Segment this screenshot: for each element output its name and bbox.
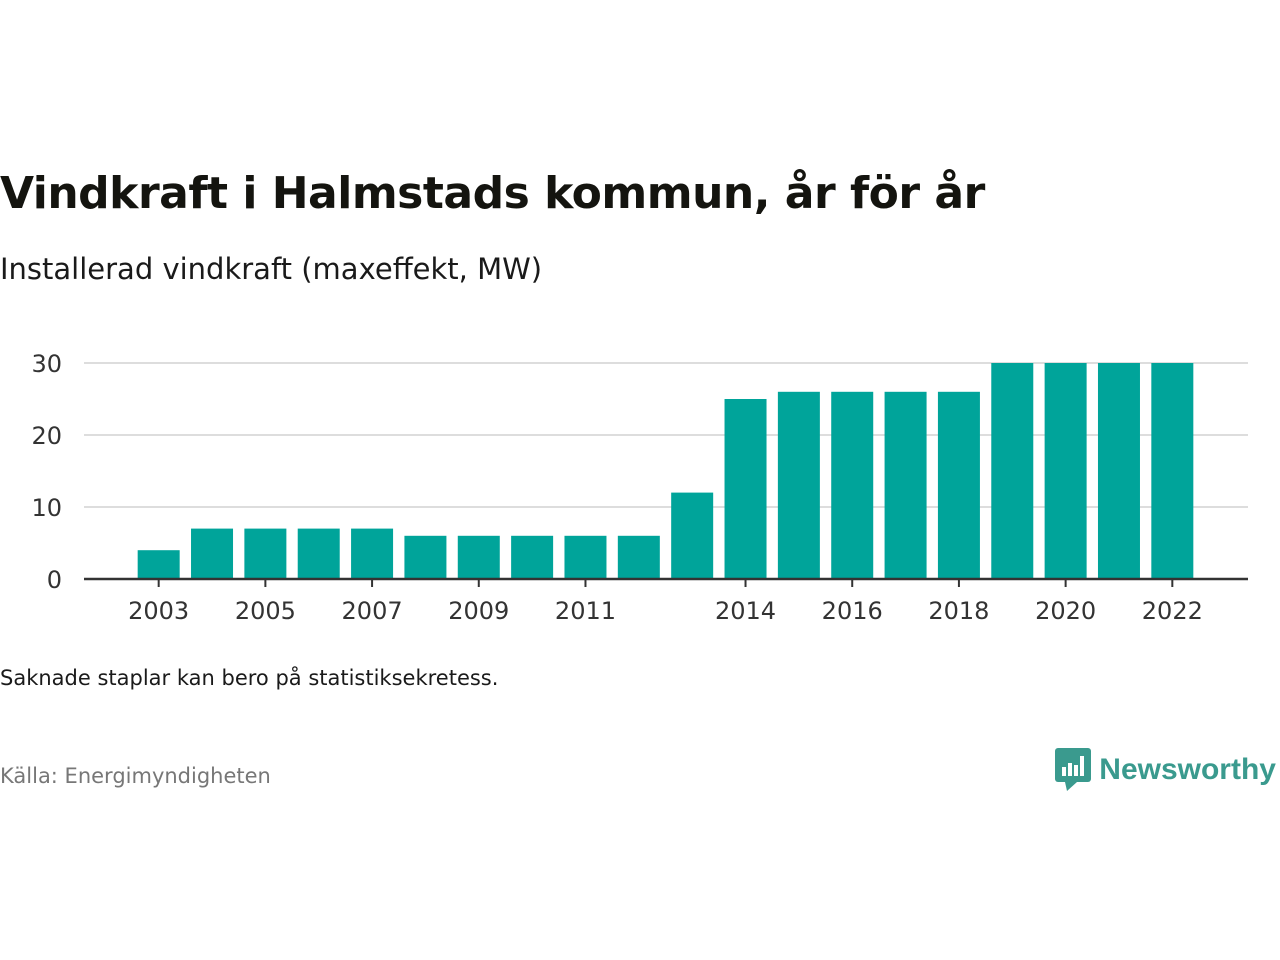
bar-2017 bbox=[884, 391, 927, 579]
x-tick-label: 2014 bbox=[715, 597, 776, 625]
bar-2010 bbox=[511, 535, 554, 579]
y-tick-label: 0 bbox=[47, 566, 62, 594]
bar-2007 bbox=[351, 528, 394, 579]
footnote: Saknade staplar kan bero på statistiksek… bbox=[0, 666, 499, 690]
y-tick-label: 30 bbox=[31, 350, 62, 378]
y-tick-label: 10 bbox=[31, 494, 62, 522]
bar-2013 bbox=[671, 492, 714, 579]
bar-2004 bbox=[191, 528, 234, 579]
bar-2016 bbox=[831, 391, 874, 579]
bar-chart: 0 10 20 30 2003 2005 2007 2009 2011 2014 2016 2018 2… bbox=[31, 350, 1248, 625]
source-text: Källa: Energimyndigheten bbox=[0, 764, 271, 788]
bars bbox=[137, 363, 1194, 579]
x-tick-label: 2003 bbox=[128, 597, 189, 625]
y-tick-label: 20 bbox=[31, 422, 62, 450]
bar-2020 bbox=[1044, 363, 1087, 579]
brand-name: Newsworthy bbox=[1099, 753, 1276, 786]
chart-subtitle: Installerad vindkraft (maxeffekt, MW) bbox=[0, 252, 543, 286]
brand-logo: Newsworthy bbox=[1055, 748, 1276, 792]
bar-2014 bbox=[724, 399, 767, 579]
bar-2008 bbox=[404, 535, 447, 579]
x-tick-label: 2016 bbox=[822, 597, 883, 625]
chart-title: Vindkraft i Halmstads kommun, år för år bbox=[0, 168, 985, 219]
x-tick-label: 2005 bbox=[235, 597, 296, 625]
x-tick-label: 2020 bbox=[1035, 597, 1096, 625]
bar-2011 bbox=[564, 535, 607, 579]
x-tick-label: 2007 bbox=[342, 597, 403, 625]
bar-2022 bbox=[1151, 363, 1194, 579]
bar-2009 bbox=[457, 535, 500, 579]
bar-2005 bbox=[244, 528, 287, 579]
axes: 0 10 20 30 2003 2005 2007 2009 2011 2014 2016 2018 2… bbox=[31, 350, 1248, 625]
bar-2019 bbox=[991, 363, 1034, 579]
x-tick-label: 2009 bbox=[448, 597, 509, 625]
bar-2006 bbox=[297, 528, 340, 579]
bar-2012 bbox=[617, 535, 660, 579]
bar-2015 bbox=[777, 391, 820, 579]
x-tick-label: 2011 bbox=[555, 597, 616, 625]
newsworthy-logo-icon bbox=[1055, 748, 1092, 791]
bar-2018 bbox=[937, 391, 980, 579]
bar-2021 bbox=[1097, 363, 1140, 579]
x-tick-label: 2018 bbox=[928, 597, 989, 625]
x-tick-label: 2022 bbox=[1142, 597, 1203, 625]
bar-2003 bbox=[137, 550, 180, 579]
